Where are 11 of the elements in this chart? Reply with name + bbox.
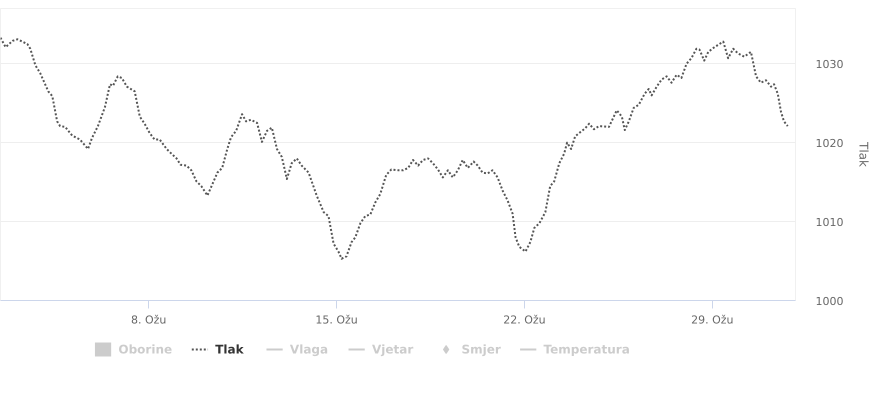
y-tick-label: 1000 <box>816 295 844 308</box>
y-axis-title: Tlak <box>856 141 870 168</box>
x-tick-label: 22. Ožu <box>503 314 546 326</box>
legend-label: Tlak <box>215 342 245 356</box>
x-tick-label: 15. Ožu <box>315 314 358 326</box>
y-tick-label: 1020 <box>816 137 844 150</box>
x-tick-label: 8. Ožu <box>130 314 166 326</box>
x-tick-label: 29. Ožu <box>691 314 734 326</box>
y-tick-label: 1030 <box>816 58 844 72</box>
line-series <box>0 36 789 260</box>
y-tick-label: 1010 <box>816 216 844 230</box>
